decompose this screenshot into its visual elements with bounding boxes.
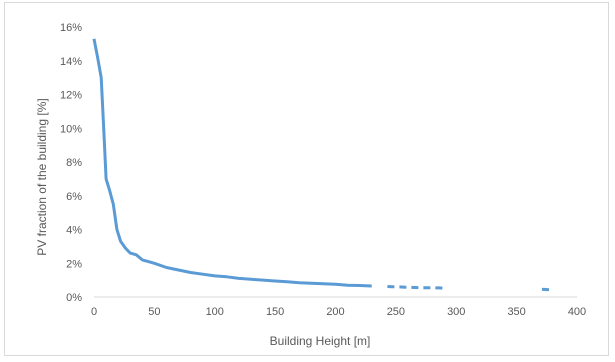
y-tick-label: 0% bbox=[66, 292, 82, 304]
axes-layer: 0 50 100 150 200 250 300 350 400 0% 2% 4% 6% 8% 10% 12%… bbox=[60, 22, 586, 318]
x-tick-label: 0 bbox=[91, 306, 97, 318]
y-tick-label: 8% bbox=[66, 157, 82, 169]
x-tick-label: 200 bbox=[326, 306, 344, 318]
x-tick-label: 50 bbox=[148, 306, 160, 318]
y-tick-label: 6% bbox=[66, 191, 82, 203]
y-tick-label: 12% bbox=[60, 90, 82, 102]
series-line bbox=[94, 39, 372, 286]
line-chart: 0 50 100 150 200 250 300 350 400 0% 2% 4% 6% 8% 10% 12%… bbox=[5, 3, 610, 357]
series-layer bbox=[94, 39, 549, 290]
y-tick-label: 10% bbox=[60, 123, 82, 135]
chart-frame: 0 50 100 150 200 250 300 350 400 0% 2% 4% 6% 8% 10% 12%… bbox=[4, 2, 609, 356]
x-tick-label: 350 bbox=[507, 306, 525, 318]
x-axis-title: Building Height [m] bbox=[270, 334, 371, 348]
y-tick-label: 14% bbox=[60, 56, 82, 68]
series-line bbox=[387, 287, 443, 289]
x-tick-label: 100 bbox=[206, 306, 224, 318]
y-tick-label: 2% bbox=[66, 258, 82, 270]
y-tick-label: 16% bbox=[60, 22, 82, 34]
x-tick-label: 300 bbox=[447, 306, 465, 318]
x-tick-label: 150 bbox=[266, 306, 284, 318]
x-tick-label: 400 bbox=[568, 306, 586, 318]
x-tick-label: 250 bbox=[387, 306, 405, 318]
y-axis-title: PV fraction of the building [%] bbox=[35, 98, 49, 255]
y-tick-label: 4% bbox=[66, 225, 82, 237]
